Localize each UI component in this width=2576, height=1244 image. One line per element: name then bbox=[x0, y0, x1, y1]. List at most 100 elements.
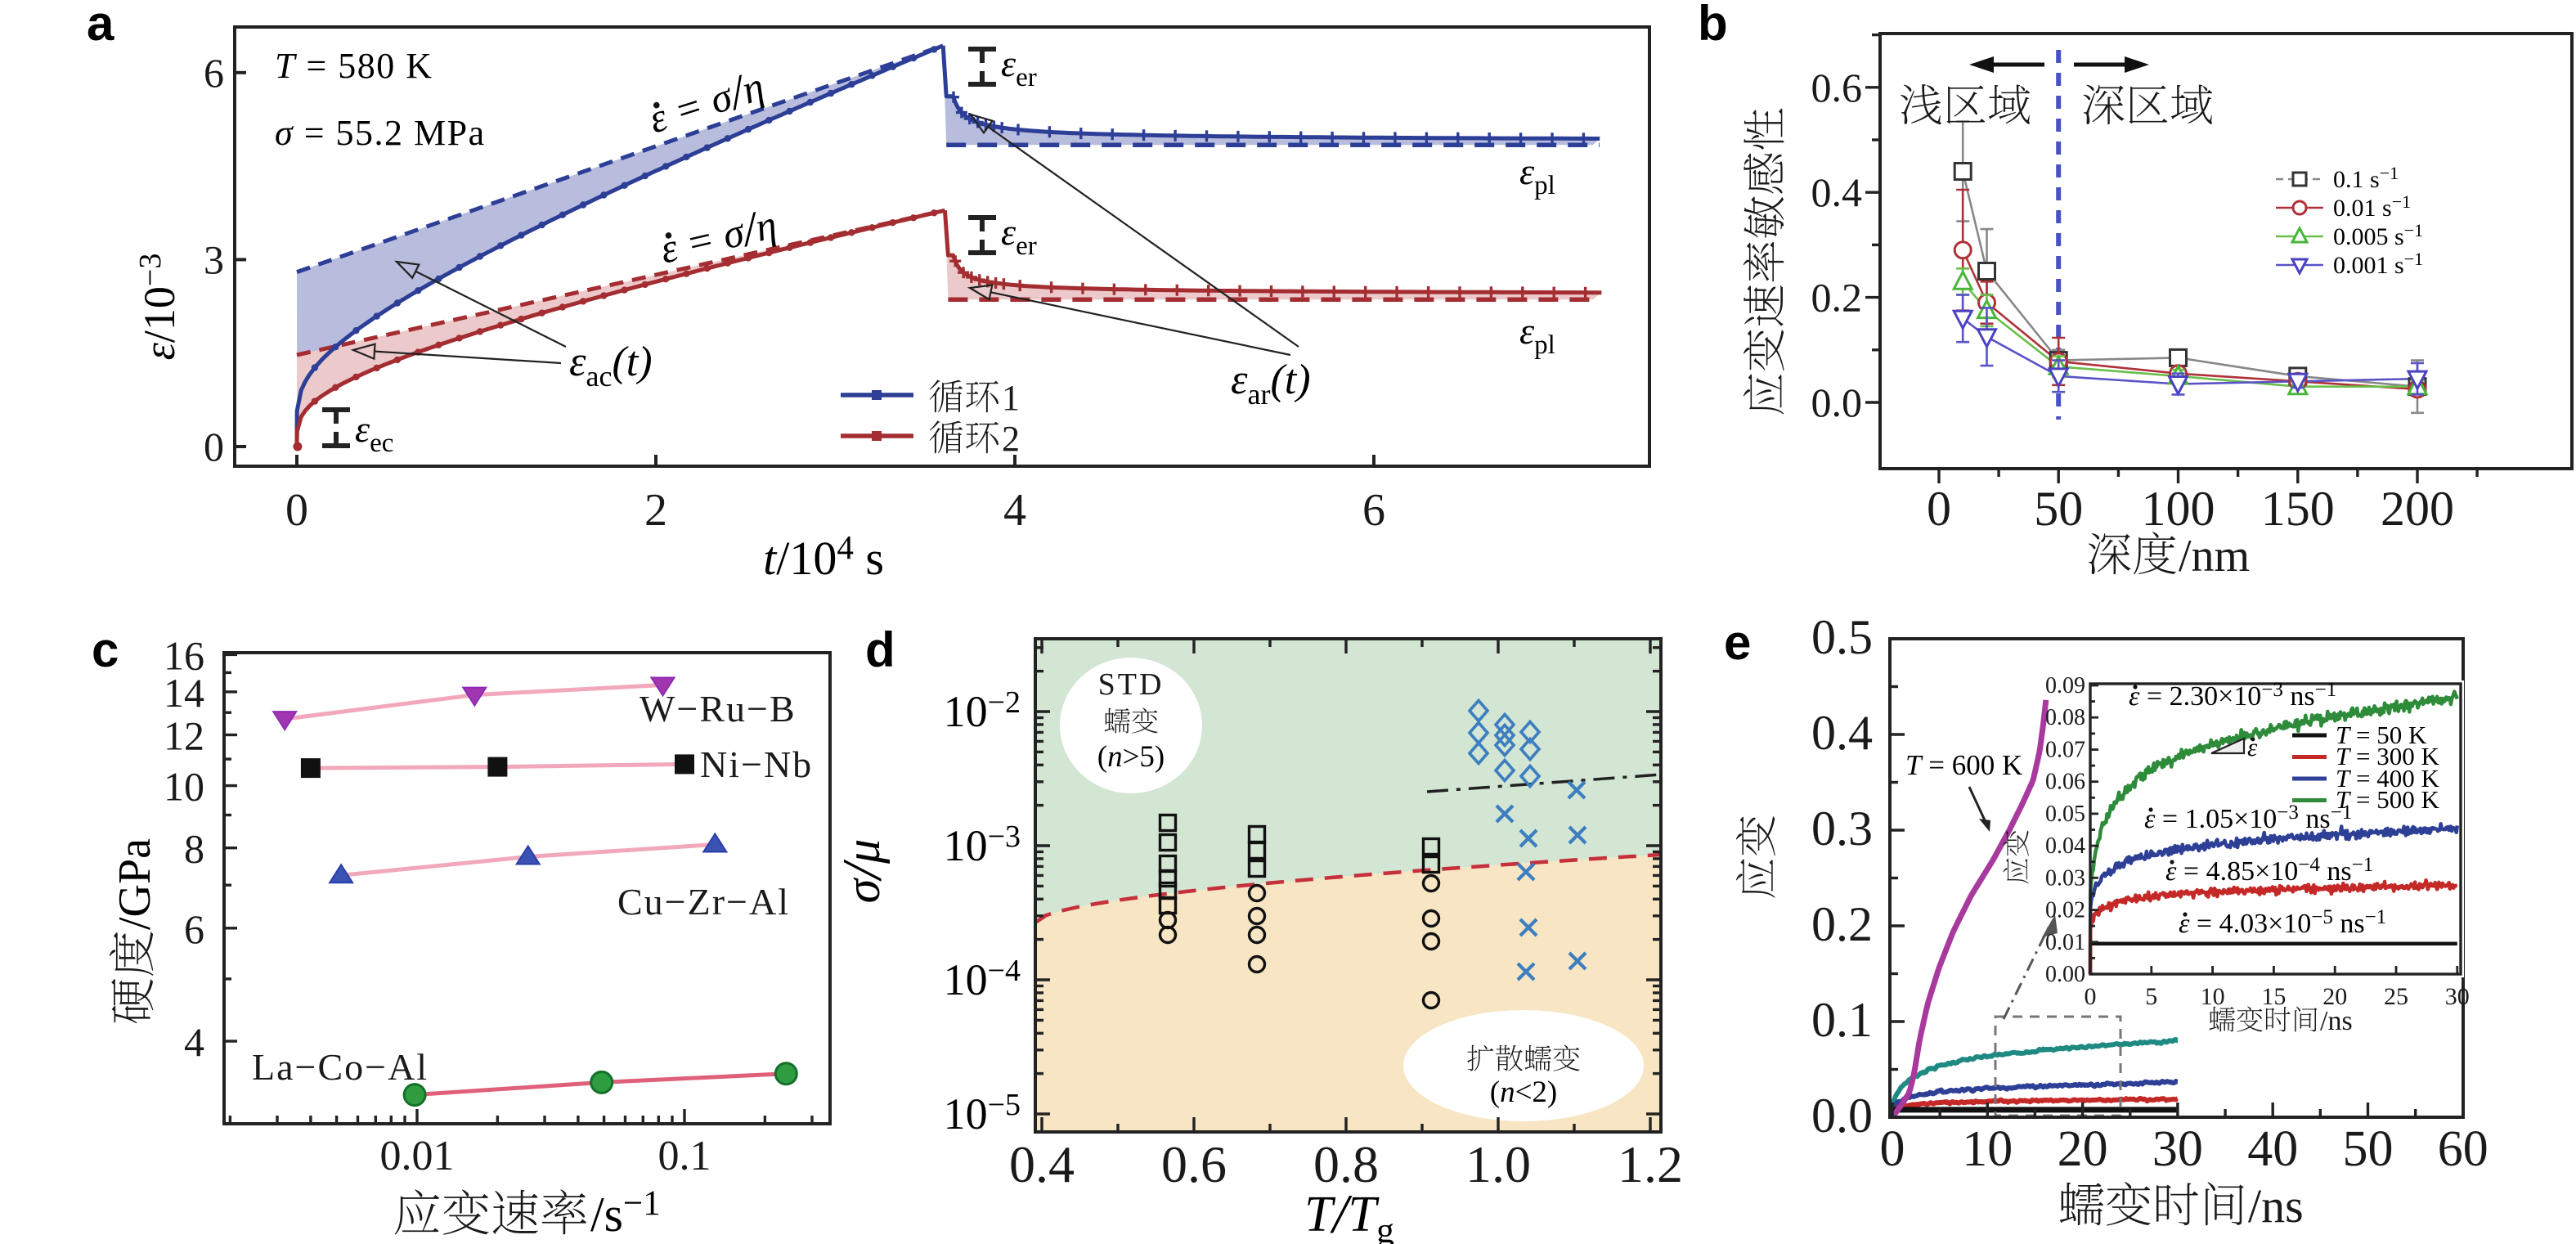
svg-text:50: 50 bbox=[2034, 482, 2083, 536]
svg-text:εpl: εpl bbox=[1519, 310, 1555, 360]
svg-text:10−2: 10−2 bbox=[944, 685, 1021, 736]
svg-text:Ni−Nb: Ni−Nb bbox=[700, 743, 813, 785]
svg-text:1: 1 bbox=[1002, 378, 1020, 418]
svg-text:25: 25 bbox=[2384, 983, 2408, 1010]
svg-text:12: 12 bbox=[164, 713, 204, 759]
svg-text:0.0: 0.0 bbox=[1811, 1089, 1873, 1143]
svg-text:0.4: 0.4 bbox=[1811, 706, 1873, 760]
svg-text:c: c bbox=[92, 622, 119, 677]
svg-text:100: 100 bbox=[2142, 482, 2215, 536]
svg-text:1.2: 1.2 bbox=[1618, 1135, 1683, 1193]
svg-text:/GPa: /GPa bbox=[110, 838, 160, 930]
svg-text:0.1: 0.1 bbox=[658, 1133, 711, 1179]
svg-text:4: 4 bbox=[1003, 485, 1026, 536]
svg-text:/s−1: /s−1 bbox=[590, 1184, 661, 1242]
svg-text:200: 200 bbox=[2381, 482, 2454, 536]
svg-text:0.8: 0.8 bbox=[1313, 1135, 1379, 1193]
svg-text:La−Co−Al: La−Co−Al bbox=[252, 1046, 429, 1088]
svg-text:ε = 4.03×10−5 ns−1: ε = 4.03×10−5 ns−1 bbox=[2179, 906, 2386, 939]
svg-text:0: 0 bbox=[1880, 1121, 1905, 1177]
svg-text:0.08: 0.08 bbox=[2045, 705, 2085, 730]
svg-text:40: 40 bbox=[2247, 1121, 2298, 1177]
svg-text:0.01 s−1: 0.01 s−1 bbox=[2333, 191, 2411, 222]
svg-text:5: 5 bbox=[2145, 983, 2157, 1010]
svg-text:Cu−Zr−Al: Cu−Zr−Al bbox=[617, 881, 790, 923]
svg-text:0.09: 0.09 bbox=[2045, 673, 2085, 698]
svg-text:2: 2 bbox=[1002, 419, 1020, 459]
svg-text:e: e bbox=[1724, 615, 1751, 670]
svg-text:1.0: 1.0 bbox=[1465, 1135, 1531, 1193]
svg-text:0.2: 0.2 bbox=[1811, 897, 1873, 951]
svg-text:0.001 s−1: 0.001 s−1 bbox=[2333, 249, 2423, 279]
svg-text:0: 0 bbox=[204, 424, 224, 469]
svg-text:0.4: 0.4 bbox=[1009, 1135, 1075, 1193]
svg-text:0.05: 0.05 bbox=[2045, 802, 2085, 827]
svg-text:(n>5): (n>5) bbox=[1097, 740, 1165, 774]
svg-text:σ/μ: σ/μ bbox=[831, 839, 893, 904]
svg-text:10−3: 10−3 bbox=[944, 820, 1021, 870]
svg-text:0.01: 0.01 bbox=[380, 1133, 455, 1179]
svg-text:2: 2 bbox=[644, 485, 667, 536]
svg-text:T = 50 K: T = 50 K bbox=[2336, 721, 2427, 749]
svg-text:14: 14 bbox=[164, 670, 204, 716]
svg-text:εac(t): εac(t) bbox=[569, 339, 653, 393]
svg-text:4: 4 bbox=[184, 1019, 204, 1065]
svg-text:0.1 s−1: 0.1 s−1 bbox=[2333, 163, 2399, 193]
svg-text:T/Tg: T/Tg bbox=[1304, 1183, 1394, 1244]
svg-text:10−5: 10−5 bbox=[944, 1088, 1021, 1138]
svg-text:t/104 s: t/104 s bbox=[763, 528, 884, 585]
svg-text:0.03: 0.03 bbox=[2045, 865, 2085, 891]
svg-text:0: 0 bbox=[2085, 983, 2097, 1010]
svg-text:a: a bbox=[87, 0, 114, 51]
svg-text:T = 300 K: T = 300 K bbox=[2336, 742, 2439, 770]
svg-text:d: d bbox=[865, 622, 895, 677]
svg-text:εec: εec bbox=[355, 408, 393, 458]
svg-text:T = 580 K: T = 580 K bbox=[275, 46, 433, 86]
svg-text:εer: εer bbox=[1001, 211, 1037, 261]
svg-text:20: 20 bbox=[2058, 1121, 2108, 1177]
svg-text:20: 20 bbox=[2322, 983, 2347, 1010]
svg-text:0.5: 0.5 bbox=[1811, 610, 1873, 664]
svg-text:ε = 4.85×10−4 ns−1: ε = 4.85×10−4 ns−1 bbox=[2165, 854, 2373, 887]
svg-text:10: 10 bbox=[1962, 1121, 2013, 1177]
svg-text:T = 500 K: T = 500 K bbox=[2336, 785, 2439, 814]
svg-text:ε = 1.05×10−3 ns−1: ε = 1.05×10−3 ns−1 bbox=[2144, 802, 2352, 834]
svg-text:6: 6 bbox=[1362, 485, 1385, 536]
svg-text:15: 15 bbox=[2261, 983, 2286, 1010]
svg-text:10: 10 bbox=[164, 764, 204, 810]
svg-text:10−4: 10−4 bbox=[944, 954, 1021, 1004]
svg-text:T = 400 K: T = 400 K bbox=[2336, 764, 2439, 793]
svg-text:10: 10 bbox=[2201, 983, 2225, 1010]
svg-text:150: 150 bbox=[2261, 482, 2335, 536]
svg-text:σ = 55.2 MPa: σ = 55.2 MPa bbox=[275, 113, 486, 153]
svg-text:30: 30 bbox=[2152, 1121, 2203, 1177]
svg-text:εer: εer bbox=[1001, 43, 1037, 92]
svg-text:T = 600 K: T = 600 K bbox=[1905, 749, 2022, 781]
svg-text:0.3: 0.3 bbox=[1811, 802, 1873, 856]
svg-text:0.02: 0.02 bbox=[2045, 898, 2085, 923]
svg-text:STD: STD bbox=[1098, 667, 1165, 702]
svg-text:0.0: 0.0 bbox=[1811, 379, 1863, 425]
svg-text:/ns: /ns bbox=[2320, 1006, 2353, 1036]
svg-text:0.6: 0.6 bbox=[1161, 1135, 1227, 1193]
svg-text:ε = 2.30×10−3 ns−1: ε = 2.30×10−3 ns−1 bbox=[2129, 679, 2336, 712]
svg-text:30: 30 bbox=[2445, 983, 2470, 1010]
svg-text:/nm: /nm bbox=[2179, 531, 2250, 582]
svg-text:0.00: 0.00 bbox=[2045, 962, 2085, 987]
svg-text:8: 8 bbox=[184, 826, 204, 872]
svg-text:εpl: εpl bbox=[1519, 150, 1555, 200]
svg-text:0.2: 0.2 bbox=[1811, 275, 1863, 321]
svg-text:0.005 s−1: 0.005 s−1 bbox=[2333, 220, 2423, 250]
svg-text:/ns: /ns bbox=[2248, 1179, 2304, 1233]
svg-text:(n<2): (n<2) bbox=[1490, 1076, 1558, 1109]
svg-text:16: 16 bbox=[164, 632, 204, 678]
svg-text:0.01: 0.01 bbox=[2045, 930, 2085, 955]
svg-text:6: 6 bbox=[184, 906, 204, 952]
svg-text:0: 0 bbox=[1927, 482, 1951, 536]
svg-text:6: 6 bbox=[204, 50, 224, 96]
svg-text:0: 0 bbox=[285, 485, 308, 536]
svg-text:0.4: 0.4 bbox=[1811, 169, 1863, 215]
svg-text:0.04: 0.04 bbox=[2045, 833, 2085, 859]
svg-text:0.6: 0.6 bbox=[1811, 65, 1863, 110]
svg-text:b: b bbox=[1698, 0, 1728, 51]
